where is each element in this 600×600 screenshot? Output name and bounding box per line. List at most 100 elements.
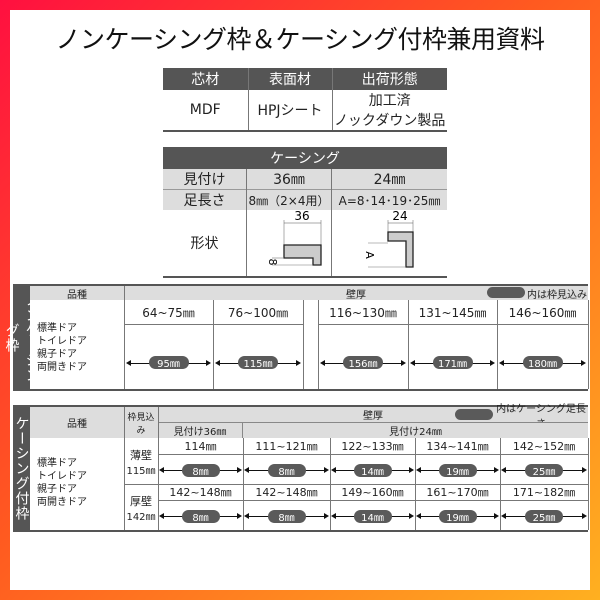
header-core: 芯材 <box>163 68 248 90</box>
wall-range: 122~133㎜ <box>341 440 404 453</box>
door-type: トイレドア <box>37 471 87 482</box>
side-label: ノンケーシング枠 <box>4 286 40 389</box>
dim-24: 24 <box>392 210 407 223</box>
legend-text: 内は枠見込み <box>527 289 587 301</box>
surface-value: HPJシート <box>247 90 332 131</box>
wall-type-label: 薄壁 <box>130 449 152 462</box>
col-divider <box>415 438 416 484</box>
mitsuke-24: 24㎜ <box>331 169 447 190</box>
shape-36-drawing: 36 8 <box>246 209 332 277</box>
col-divider <box>318 300 319 389</box>
wall-range: 142~152㎜ <box>512 440 576 453</box>
dim-a: A <box>363 251 376 259</box>
row-divider <box>497 324 588 325</box>
shape-label: 形状 <box>190 236 219 252</box>
col-divider <box>415 484 416 530</box>
depth-header: 枠見込み <box>124 407 158 438</box>
leg-length-36: 8㎜（2×4用） <box>246 189 332 210</box>
side-label: ケーシング付枠 <box>13 407 30 530</box>
wall-range: 146~160㎜ <box>508 305 577 320</box>
dim-8: 8 <box>266 259 279 266</box>
row-divider <box>243 500 330 501</box>
shipping-line2: ノックダウン製品 <box>334 113 446 129</box>
row-divider <box>318 324 408 325</box>
document-page: ノンケーシング枠＆ケーシング付枠兼用資料 芯材 表面材 出荷形態 MDF HPJシート… <box>4 10 590 590</box>
col-divider <box>330 438 331 484</box>
col-divider <box>303 300 304 389</box>
col-divider <box>500 438 501 484</box>
row-divider <box>158 454 243 455</box>
mitsuke-36-header: 見付け36㎜ <box>158 422 243 438</box>
wall-range: 114㎜ <box>184 440 217 453</box>
frame-depth-pill: 156㎜ <box>343 356 383 370</box>
legend-pill <box>487 287 525 298</box>
wall-header: 壁厚 <box>124 286 588 301</box>
wall-range: 76~100㎜ <box>227 305 289 320</box>
row-divider <box>500 500 588 501</box>
col-divider <box>588 484 589 530</box>
row-divider <box>158 500 243 501</box>
col-divider <box>330 484 331 530</box>
wall-range: 149~160㎜ <box>341 486 404 499</box>
frame-depth-label: 115㎜ <box>126 465 156 477</box>
header-shipping: 出荷形態 <box>331 68 447 90</box>
row-divider <box>500 454 588 455</box>
shipping-line1: 加工済 <box>368 93 411 109</box>
casing-table: ケーシング 見付け 36㎜ 24㎜ 足長さ 8㎜（2×4用） A=8･14･19･25㎜… <box>163 147 447 278</box>
leg-length-pill: 25㎜ <box>525 510 563 524</box>
legend-pill <box>455 409 493 420</box>
door-types: 標準ドア トイレドア 親子ドア 両開きドア <box>37 322 123 374</box>
row-divider <box>415 500 500 501</box>
row-divider <box>124 484 588 485</box>
wall-type-label: 厚壁 <box>130 495 152 508</box>
door-type: 親子ドア <box>37 349 77 360</box>
col-divider <box>408 300 409 389</box>
col-divider <box>500 484 501 530</box>
door-type: 標準ドア <box>37 323 77 334</box>
col-divider <box>588 300 589 389</box>
mitsuke-24-header: 見付け24㎜ <box>243 422 588 438</box>
core-value: MDF <box>189 102 221 118</box>
divider <box>124 407 125 530</box>
leg-length-pill: 19㎜ <box>438 464 477 478</box>
leg-length-pill: 8㎜ <box>181 464 220 478</box>
frame-depth-pill: 180㎜ <box>522 356 563 370</box>
leg-length-pill: 14㎜ <box>353 510 392 524</box>
frame-depth-pill: 95㎜ <box>148 356 189 370</box>
kind-header: 品種 <box>30 407 124 438</box>
col-divider <box>497 300 498 389</box>
mitsuke-36: 36㎜ <box>246 169 332 190</box>
row-divider <box>330 454 415 455</box>
dim-36: 36 <box>294 210 309 223</box>
wall-range: 171~182㎜ <box>512 486 576 499</box>
leg-length-pill: 25㎜ <box>525 464 563 478</box>
wall-range: 142~148㎜ <box>169 486 232 499</box>
row-divider <box>213 324 303 325</box>
page-title: ノンケーシング枠＆ケーシング付枠兼用資料 <box>55 25 545 54</box>
row-divider <box>243 454 330 455</box>
legend-text: 内はケーシング足長さ <box>496 403 586 430</box>
frame-depth-pill: 171㎜ <box>432 356 473 370</box>
material-table: 芯材 表面材 出荷形態 MDF HPJシート 加工済 ノックダウン製品 <box>163 68 447 132</box>
shipping-value: 加工済ノックダウン製品 <box>331 90 447 131</box>
leg-length-pill: 8㎜ <box>267 510 306 524</box>
wall-range: 111~121㎜ <box>255 440 318 453</box>
leg-length-pill: 8㎜ <box>267 464 306 478</box>
door-types: 標準ドア トイレドア 親子ドア 両開きドア <box>37 457 123 509</box>
leg-length-label: 足長さ <box>183 193 226 209</box>
wall-range: 142~148㎜ <box>255 486 318 499</box>
frame-depth-label: 142㎜ <box>126 511 156 523</box>
row-divider <box>330 500 415 501</box>
leg-length-24: A=8･14･19･25㎜ <box>331 189 447 210</box>
row-divider <box>408 324 497 325</box>
shape-24-drawing: 24 A <box>331 209 447 277</box>
wall-range: 161~170㎜ <box>426 486 489 499</box>
wall-range: 64~75㎜ <box>142 305 195 320</box>
header-surface: 表面材 <box>247 68 332 90</box>
door-type: 標準ドア <box>37 458 77 469</box>
door-type: 親子ドア <box>37 484 77 495</box>
divider <box>124 286 125 389</box>
door-type: トイレドア <box>37 336 87 347</box>
leg-length-pill: 19㎜ <box>438 510 477 524</box>
leg-length-pill: 14㎜ <box>353 464 392 478</box>
